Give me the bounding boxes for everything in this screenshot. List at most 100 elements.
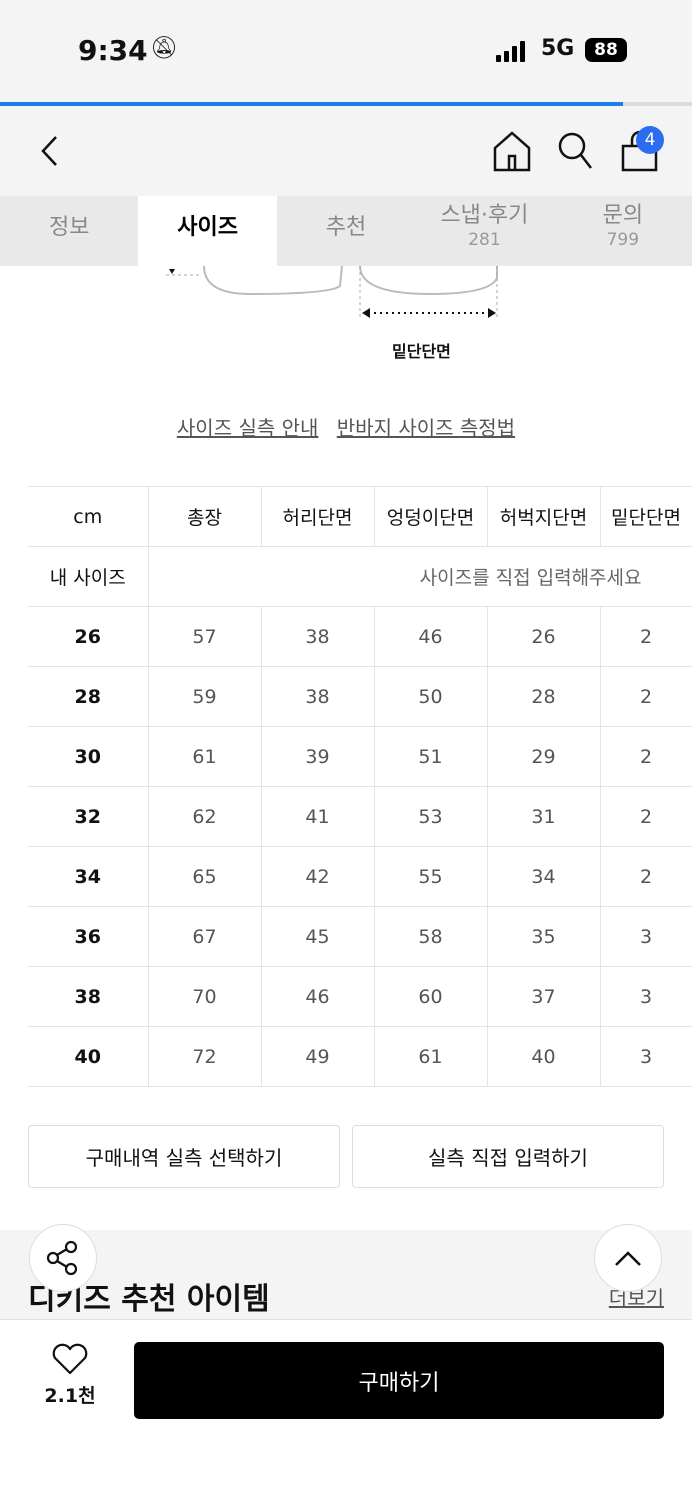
- measurement-cell: 2: [599, 606, 692, 667]
- measurement-cell: 28: [486, 666, 601, 727]
- size-label: 38: [28, 966, 149, 1027]
- measurement-cell: 3: [599, 906, 692, 967]
- size-label: 28: [28, 666, 149, 727]
- measurement-cell: 50: [373, 666, 488, 727]
- size-label: 40: [28, 1026, 149, 1087]
- measurement-cell: 39: [260, 726, 375, 787]
- measurement-cell: 65: [147, 846, 262, 907]
- size-row: 40 72 49 61 40 3: [28, 1026, 692, 1087]
- size-row: 30 61 39 51 29 2: [28, 726, 692, 787]
- top-nav: [0, 106, 692, 196]
- battery-icon: 88: [585, 38, 627, 62]
- size-label: 32: [28, 786, 149, 847]
- measurement-cell: 29: [486, 726, 601, 787]
- size-row: 32 62 41 53 31 2: [28, 786, 692, 847]
- tab-count: 799: [606, 230, 640, 250]
- measurement-cell: 34: [486, 846, 601, 907]
- measurement-cell: 51: [373, 726, 488, 787]
- measurement-cell: 41: [260, 786, 375, 847]
- column-header: 허벅지단면: [486, 486, 601, 547]
- measurement-cell: 3: [599, 966, 692, 1027]
- purchase-history-button[interactable]: 구매내역 실측 선택하기: [28, 1125, 340, 1188]
- tab-info[interactable]: 정보: [0, 196, 138, 266]
- tab-recommend[interactable]: 추천: [277, 196, 415, 266]
- measurement-cell: 57: [147, 606, 262, 667]
- my-size-label: 내 사이즈: [28, 546, 149, 607]
- share-icon: [46, 1240, 78, 1276]
- measurement-cell: 35: [486, 906, 601, 967]
- measurement-cell: 2: [599, 726, 692, 787]
- tab-count: 281: [468, 230, 501, 250]
- measurement-cell: 45: [260, 906, 375, 967]
- tab-inquiry[interactable]: 문의 799: [554, 196, 692, 266]
- measurement-cell: 49: [260, 1026, 375, 1087]
- chevron-up-icon: [615, 1251, 641, 1266]
- tab-bar: 정보 사이즈 추천 스냅·후기 281 문의 799: [0, 196, 692, 266]
- size-label: 36: [28, 906, 149, 967]
- network-type: 5G: [541, 36, 575, 61]
- measure-method-link[interactable]: 반바지 사이즈 측정법: [336, 416, 516, 440]
- bottom-bar: 2.1천 구매하기: [0, 1320, 692, 1500]
- measurement-cell: 62: [147, 786, 262, 847]
- column-header: 총장: [147, 486, 262, 547]
- like-button[interactable]: 2.1천: [40, 1342, 100, 1408]
- measurement-cell: 61: [373, 1026, 488, 1087]
- measurement-cell: 38: [260, 606, 375, 667]
- tab-label: 문의: [602, 203, 644, 228]
- heart-icon: [52, 1343, 88, 1375]
- measurement-cell: 2: [599, 786, 692, 847]
- size-label: 34: [28, 846, 149, 907]
- home-icon[interactable]: [492, 130, 532, 172]
- measurement-cell: 46: [260, 966, 375, 1027]
- measurement-cell: 61: [147, 726, 262, 787]
- back-icon[interactable]: [38, 134, 62, 168]
- scroll-top-button[interactable]: [594, 1224, 662, 1292]
- measurement-cell: 67: [147, 906, 262, 967]
- measurement-cell: 58: [373, 906, 488, 967]
- scroll-progress-bar: [0, 102, 692, 106]
- share-button[interactable]: [29, 1224, 97, 1292]
- tab-reviews[interactable]: 스냅·후기 281: [415, 196, 553, 266]
- signal-icon: [496, 40, 525, 62]
- buy-button[interactable]: 구매하기: [134, 1342, 664, 1419]
- my-size-row: 내 사이즈 사이즈를 직접 입력해주세요: [28, 546, 692, 607]
- size-diagram: [166, 266, 498, 318]
- column-header: 엉덩이단면: [373, 486, 488, 547]
- size-table: cm 총장 허리단면 엉덩이단면 허벅지단면 밑단단면 내 사이즈 사이즈를 직접 입력해…: [28, 486, 692, 1087]
- measurement-cell: 31: [486, 786, 601, 847]
- cart-count-badge: 4: [636, 126, 664, 154]
- tab-label: 추천: [325, 215, 367, 240]
- measurement-cell: 46: [373, 606, 488, 667]
- measurement-cell: 26: [486, 606, 601, 667]
- size-links: 사이즈 실측 안내 반바지 사이즈 측정법: [0, 412, 692, 441]
- recommend-section: 디키즈 추천 아이템 더보기: [0, 1230, 692, 1320]
- search-icon[interactable]: [556, 130, 594, 172]
- tab-label: 사이즈: [177, 215, 238, 240]
- measurement-cell: 59: [147, 666, 262, 727]
- tab-label: 스냅·후기: [440, 203, 529, 228]
- measurement-cell: 40: [486, 1026, 601, 1087]
- status-bar: 9:34 🔕︎ 5G 88: [0, 0, 692, 104]
- measurement-cell: 3: [599, 1026, 692, 1087]
- size-guide-link[interactable]: 사이즈 실측 안내: [176, 416, 319, 440]
- clock: 9:34: [78, 34, 148, 67]
- manual-input-button[interactable]: 실측 직접 입력하기: [352, 1125, 664, 1188]
- column-header: 밑단단면: [599, 486, 692, 547]
- tab-label: 정보: [48, 215, 90, 240]
- measurement-cell: 2: [599, 666, 692, 727]
- size-row: 34 65 42 55 34 2: [28, 846, 692, 907]
- measurement-cell: 72: [147, 1026, 262, 1087]
- measurement-cell: 53: [373, 786, 488, 847]
- measurement-cell: 60: [373, 966, 488, 1027]
- unit-header: cm: [28, 486, 149, 547]
- column-header: 허리단면: [260, 486, 375, 547]
- size-label: 26: [28, 606, 149, 667]
- tab-size[interactable]: 사이즈: [138, 196, 277, 266]
- size-row: 38 70 46 60 37 3: [28, 966, 692, 1027]
- size-label: 30: [28, 726, 149, 787]
- measurement-cell: 37: [486, 966, 601, 1027]
- measurement-cell: 38: [260, 666, 375, 727]
- diagram-label: 밑단단면: [392, 342, 451, 361]
- my-size-input[interactable]: 사이즈를 직접 입력해주세요: [147, 546, 692, 607]
- silent-bell-icon: 🔕︎: [150, 36, 178, 61]
